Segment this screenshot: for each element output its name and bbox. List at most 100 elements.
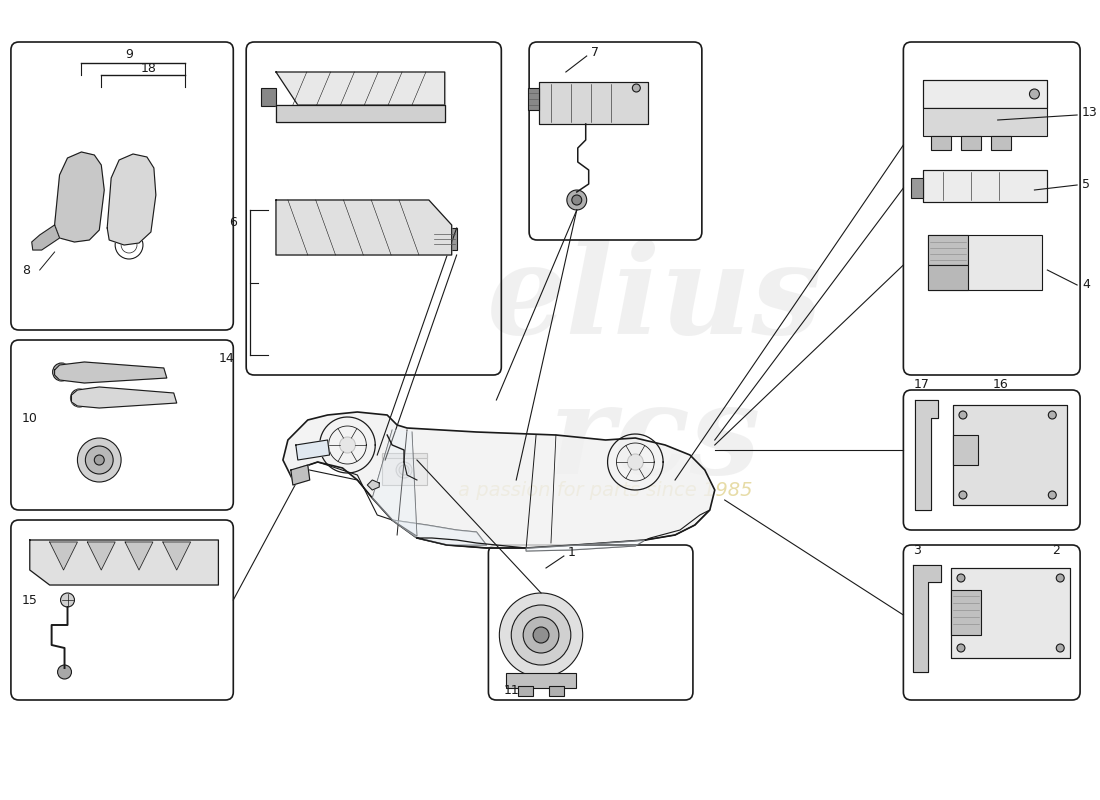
- Circle shape: [399, 465, 409, 475]
- Circle shape: [141, 166, 153, 178]
- Bar: [953, 435, 978, 465]
- Bar: [952, 568, 1070, 658]
- Text: 14: 14: [219, 351, 234, 365]
- Polygon shape: [276, 105, 444, 122]
- Bar: [923, 170, 1047, 202]
- Circle shape: [340, 437, 355, 453]
- Circle shape: [86, 446, 113, 474]
- Text: 6: 6: [230, 215, 238, 229]
- Circle shape: [75, 393, 85, 403]
- Bar: [961, 136, 981, 150]
- Circle shape: [77, 438, 121, 482]
- Text: 2: 2: [1053, 543, 1060, 557]
- Polygon shape: [526, 540, 646, 551]
- Text: 12: 12: [381, 83, 396, 97]
- Circle shape: [60, 593, 75, 607]
- Polygon shape: [290, 465, 310, 485]
- Bar: [528, 88, 539, 110]
- Bar: [539, 82, 648, 124]
- Circle shape: [70, 389, 88, 407]
- Circle shape: [432, 83, 443, 93]
- Bar: [80, 189, 88, 195]
- Polygon shape: [367, 480, 380, 490]
- Bar: [120, 180, 128, 186]
- Text: 18: 18: [141, 62, 157, 74]
- Bar: [432, 228, 456, 250]
- Polygon shape: [392, 520, 486, 545]
- Text: 3: 3: [913, 543, 921, 557]
- Bar: [923, 80, 1047, 108]
- Polygon shape: [32, 225, 59, 250]
- Bar: [928, 235, 968, 265]
- Text: 16: 16: [992, 378, 1009, 391]
- Circle shape: [957, 574, 965, 582]
- Polygon shape: [372, 430, 417, 536]
- Polygon shape: [296, 440, 330, 460]
- Circle shape: [1048, 491, 1056, 499]
- Circle shape: [957, 644, 965, 652]
- Polygon shape: [913, 565, 942, 672]
- Polygon shape: [55, 362, 167, 383]
- Circle shape: [524, 617, 559, 653]
- Text: a passion for parts since 1985: a passion for parts since 1985: [459, 481, 752, 499]
- Bar: [80, 177, 88, 183]
- Circle shape: [627, 454, 644, 470]
- Bar: [953, 405, 1067, 505]
- Bar: [133, 180, 141, 186]
- Circle shape: [88, 164, 100, 176]
- Text: 5: 5: [1082, 178, 1090, 191]
- Circle shape: [53, 363, 70, 381]
- Circle shape: [1030, 89, 1040, 99]
- Text: 1: 1: [568, 546, 575, 558]
- Polygon shape: [50, 542, 77, 570]
- Circle shape: [499, 593, 583, 677]
- Circle shape: [512, 605, 571, 665]
- Polygon shape: [276, 200, 452, 255]
- Polygon shape: [55, 152, 104, 242]
- Circle shape: [1056, 574, 1064, 582]
- Bar: [120, 192, 128, 198]
- Text: 8: 8: [22, 263, 30, 277]
- Bar: [539, 82, 648, 124]
- Bar: [506, 673, 575, 688]
- Text: 9: 9: [125, 49, 133, 62]
- Bar: [928, 235, 1043, 290]
- Text: 17: 17: [913, 378, 930, 391]
- Circle shape: [566, 190, 586, 210]
- Bar: [923, 80, 1047, 108]
- Circle shape: [1056, 644, 1064, 652]
- Text: 10: 10: [22, 411, 37, 425]
- Bar: [382, 455, 427, 485]
- Bar: [67, 177, 76, 183]
- Bar: [382, 453, 427, 458]
- Text: elius
rcs: elius rcs: [487, 239, 823, 501]
- Text: 11: 11: [504, 683, 519, 697]
- Circle shape: [572, 195, 582, 205]
- Bar: [67, 189, 76, 195]
- Circle shape: [959, 411, 967, 419]
- Text: 7: 7: [591, 46, 598, 58]
- Bar: [549, 686, 564, 696]
- Polygon shape: [87, 542, 116, 570]
- Polygon shape: [283, 412, 715, 548]
- Polygon shape: [30, 540, 219, 585]
- Bar: [923, 170, 1047, 202]
- Bar: [928, 265, 968, 290]
- Circle shape: [1048, 411, 1056, 419]
- Polygon shape: [163, 542, 190, 570]
- Bar: [518, 686, 534, 696]
- Circle shape: [57, 665, 72, 679]
- Bar: [133, 192, 141, 198]
- Text: 15: 15: [22, 594, 37, 606]
- Circle shape: [959, 491, 967, 499]
- Bar: [261, 88, 276, 106]
- Polygon shape: [125, 542, 153, 570]
- Polygon shape: [276, 72, 444, 105]
- Bar: [932, 136, 952, 150]
- Polygon shape: [72, 387, 177, 408]
- Bar: [923, 108, 1047, 136]
- Circle shape: [534, 627, 549, 643]
- Bar: [991, 136, 1011, 150]
- Bar: [952, 590, 981, 635]
- Polygon shape: [107, 154, 156, 245]
